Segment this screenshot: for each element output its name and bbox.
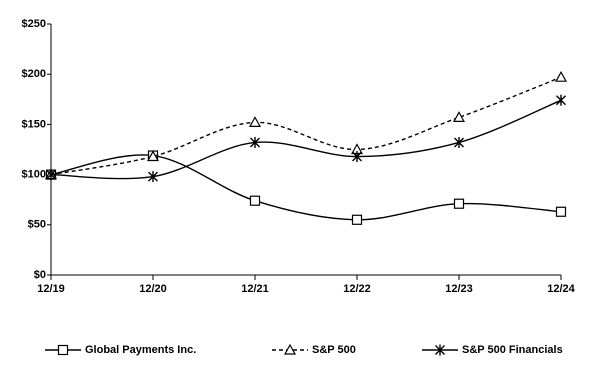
- x-tick-label: 12/22: [343, 283, 371, 295]
- marker-star: [250, 136, 260, 148]
- marker-star: [435, 344, 445, 356]
- marker-shape: [283, 343, 297, 355]
- x-tick-label: 12/23: [445, 283, 473, 295]
- y-tick-label: $50: [28, 219, 46, 231]
- marker-triangle: [248, 116, 262, 127]
- marker-shape: [554, 70, 568, 82]
- marker-star: [148, 171, 158, 183]
- marker-triangle: [283, 343, 297, 355]
- legend-label: S&P 500: [312, 344, 356, 356]
- legend-label: Global Payments Inc.: [85, 344, 196, 356]
- x-tick-label: 12/24: [547, 283, 575, 295]
- marker-shape: [249, 195, 261, 206]
- marker-shape: [351, 214, 363, 225]
- marker-square: [57, 344, 69, 356]
- marker-triangle: [452, 111, 466, 122]
- marker-square: [453, 198, 465, 209]
- marker-triangle: [554, 70, 568, 82]
- series-line: [50, 154, 562, 221]
- marker-square: [351, 214, 363, 225]
- marker-shape: [452, 111, 466, 122]
- series-line: [50, 99, 562, 180]
- marker-star: [46, 169, 56, 181]
- legend-label: S&P 500 Financials: [462, 344, 563, 356]
- marker-shape: [146, 150, 160, 162]
- marker-square: [249, 195, 261, 206]
- marker-shape: [453, 198, 465, 209]
- y-tick-label: $200: [22, 68, 46, 80]
- y-tick-label: $100: [22, 169, 46, 181]
- marker-shape: [57, 344, 69, 356]
- marker-star: [556, 94, 566, 106]
- marker-shape: [248, 116, 262, 127]
- marker-square: [555, 206, 567, 217]
- marker-shape: [46, 169, 56, 181]
- y-tick-label: $0: [34, 269, 46, 281]
- marker-shape: [352, 151, 362, 163]
- y-tick-label: $250: [22, 18, 46, 30]
- marker-star: [454, 136, 464, 148]
- marker-shape: [148, 171, 158, 183]
- series-line: [50, 76, 562, 176]
- marker-star: [352, 151, 362, 163]
- marker-triangle: [146, 150, 160, 162]
- x-tick-label: 12/19: [37, 283, 65, 295]
- x-tick-label: 12/21: [241, 283, 269, 295]
- y-tick-label: $150: [22, 118, 46, 130]
- marker-shape: [435, 344, 445, 356]
- marker-shape: [556, 94, 566, 106]
- marker-shape: [555, 206, 567, 217]
- marker-shape: [250, 136, 260, 148]
- marker-shape: [454, 136, 464, 148]
- x-tick-label: 12/20: [139, 283, 167, 295]
